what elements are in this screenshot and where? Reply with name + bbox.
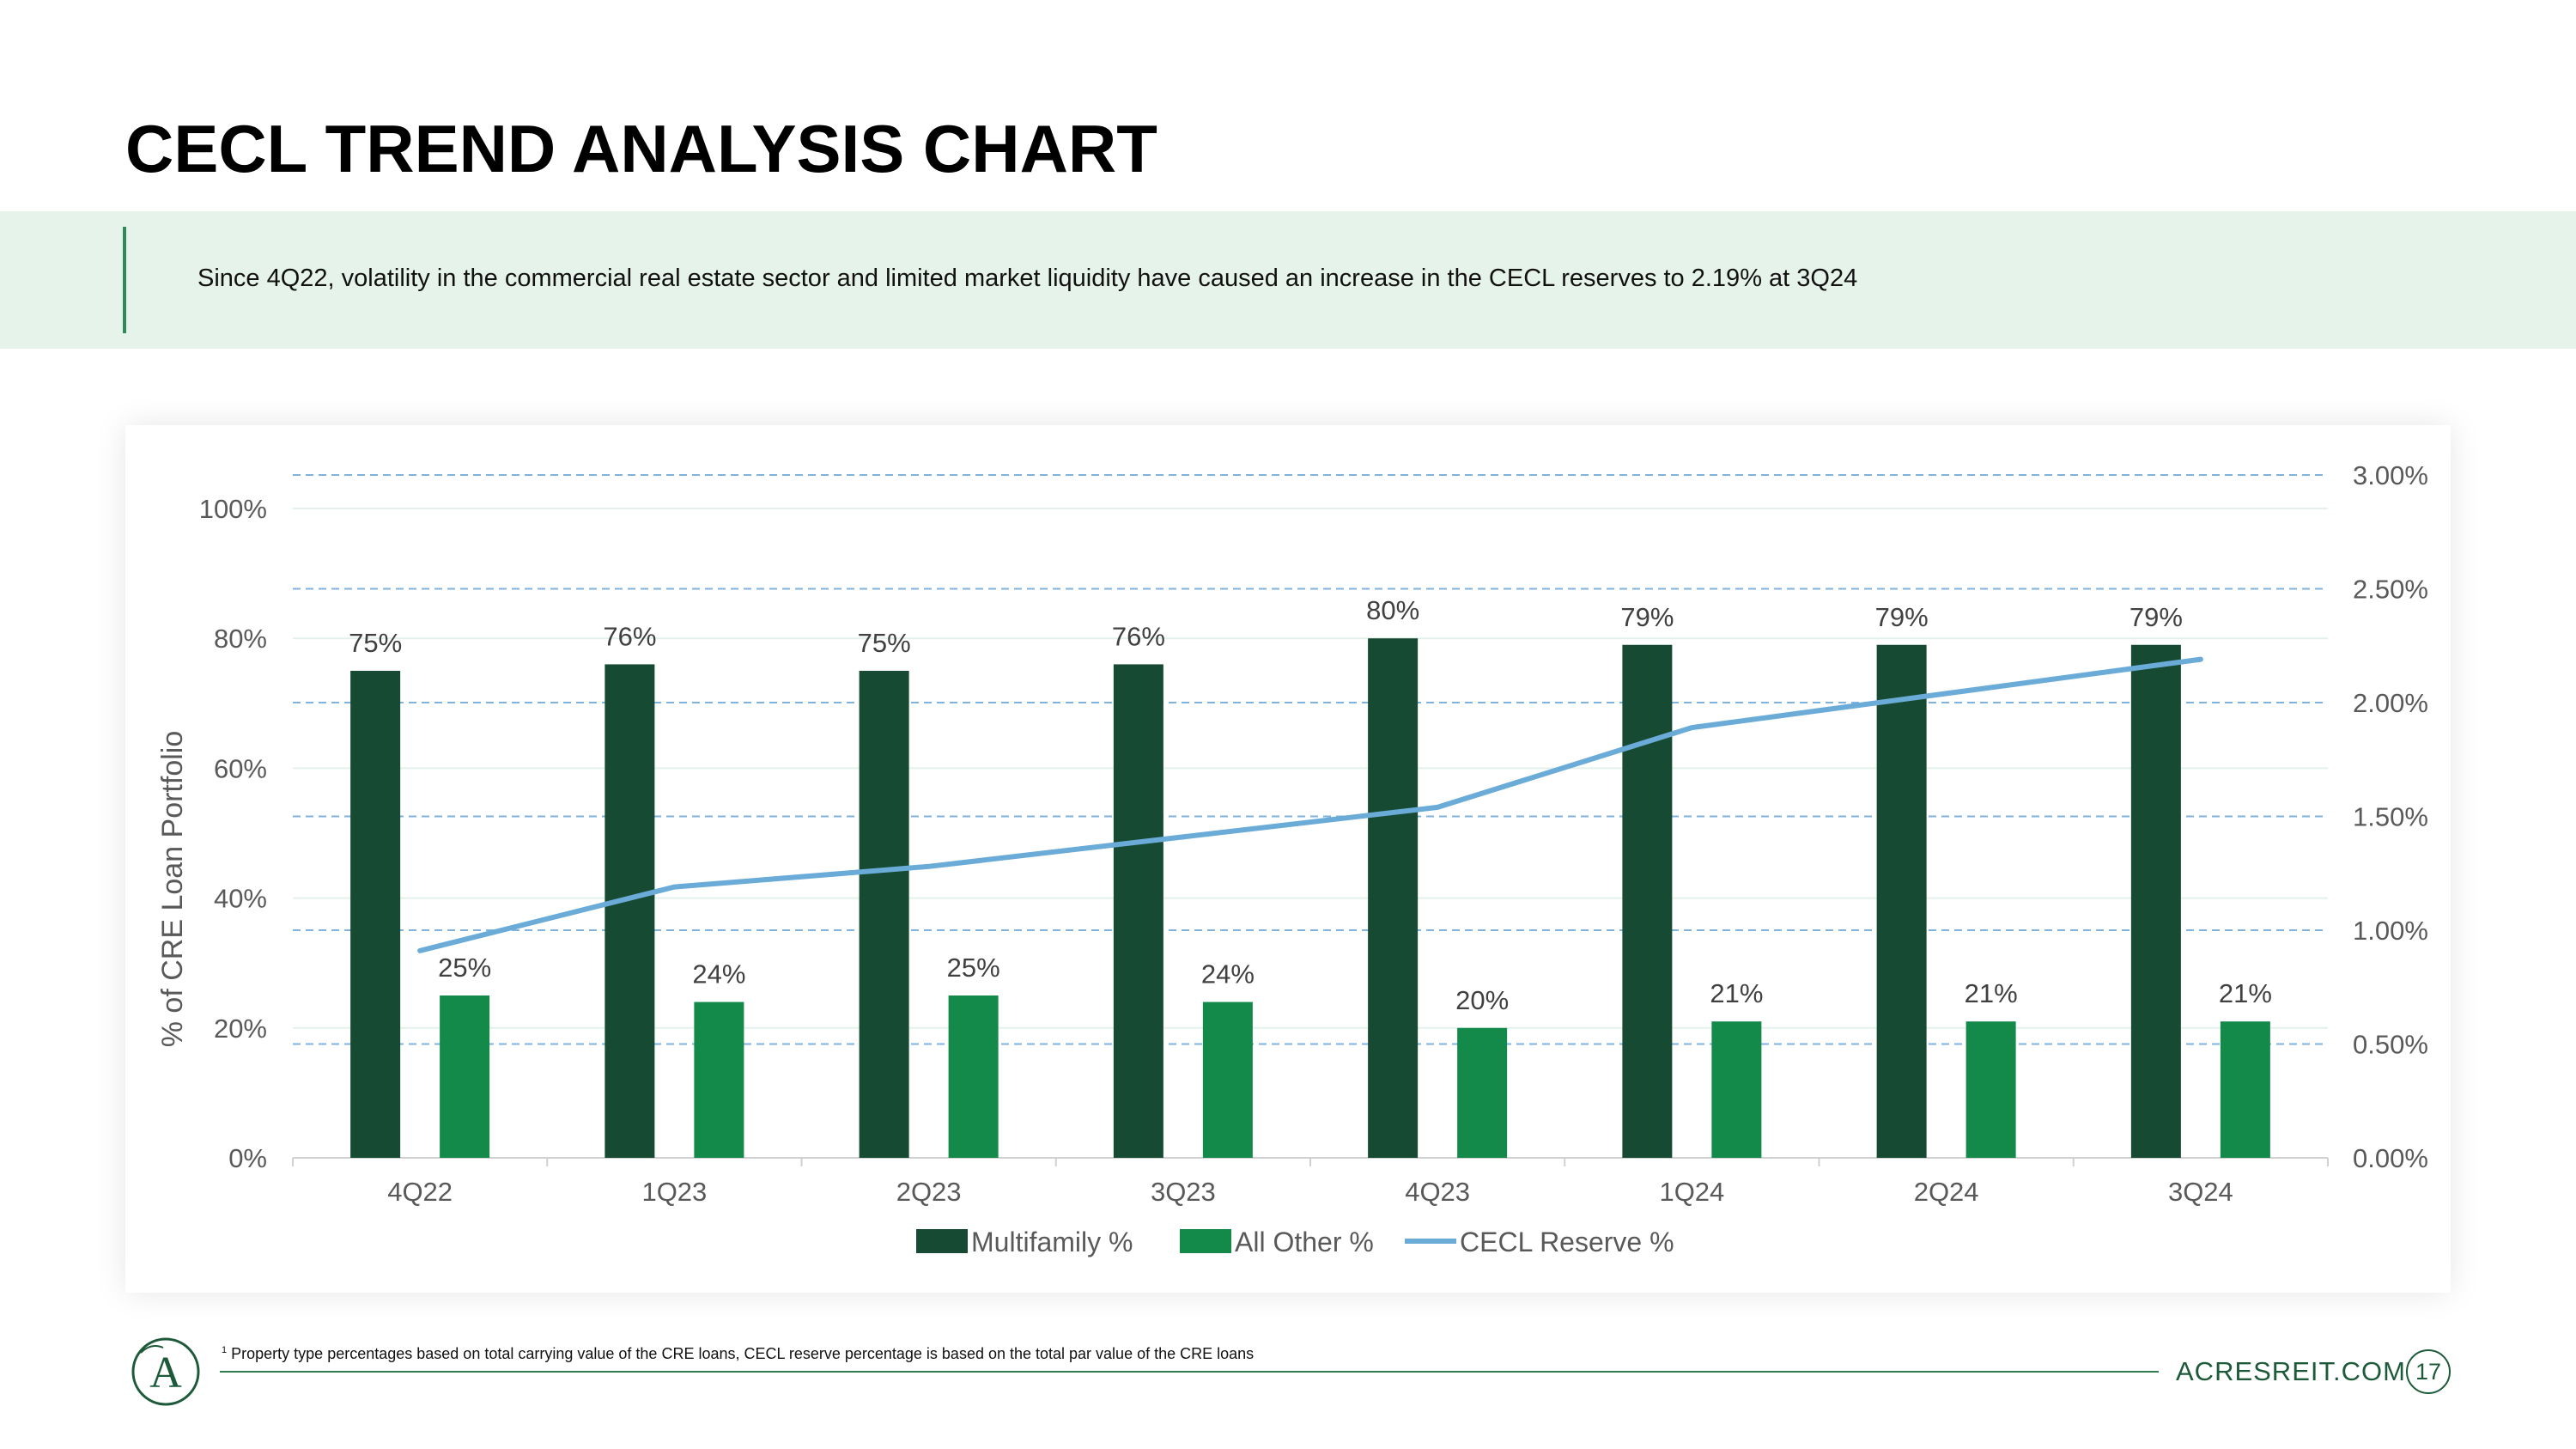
bar-all-other [948, 995, 999, 1158]
y-left-tick-label: 0% [228, 1143, 267, 1173]
bar-all-other [1711, 1021, 1762, 1158]
point-cecl-reserve [1690, 726, 1694, 730]
cecl-trend-chart: 0% 20% 40% 60% 80% 100% 0.00% 0.50% 1.00% 1.50% 2.… [156, 460, 2428, 1257]
bar-label-all-other: 20% [1455, 985, 1509, 1015]
callout-text: Since 4Q22, volatility in the commercial… [197, 265, 1858, 292]
legend-all-other-label: All Other % [1235, 1227, 1374, 1257]
x-tick-label: 1Q23 [641, 1177, 707, 1207]
y-right-tick-label: 1.50% [2353, 802, 2428, 832]
bar-multifamily [605, 664, 655, 1158]
bar-multifamily [1113, 664, 1163, 1158]
chart-card: 0% 20% 40% 60% 80% 100% 0.00% 0.50% 1.00% 1.50% 2.… [125, 425, 2451, 1293]
y-right-tick-label: 0.00% [2353, 1143, 2428, 1173]
footnote-marker: 1 [222, 1345, 228, 1355]
logo-letter: A [149, 1349, 182, 1397]
line-cecl-reserve [417, 656, 2203, 953]
bar-label-multifamily: 79% [1875, 602, 1929, 632]
x-tick-label: 4Q23 [1405, 1177, 1470, 1207]
bar-label-all-other: 25% [438, 953, 491, 983]
bar-label-multifamily: 79% [1620, 602, 1674, 632]
bar-label-all-other: 24% [692, 959, 745, 989]
x-tick-label: 2Q24 [1914, 1177, 1979, 1207]
y-right-tick-label: 0.50% [2353, 1030, 2428, 1060]
bar-multifamily [2130, 644, 2181, 1158]
acres-logo-icon: A [131, 1337, 200, 1406]
bar-label-multifamily: 76% [1112, 621, 1165, 651]
y-left-tick-label: 20% [214, 1014, 267, 1044]
bar-label-all-other: 21% [1965, 978, 2018, 1008]
footer-divider [220, 1371, 2159, 1373]
point-cecl-reserve [418, 948, 422, 953]
y-right-tick-label: 3.00% [2353, 460, 2428, 490]
bar-label-all-other: 21% [1710, 978, 1763, 1008]
y-left-tick-label: 60% [214, 753, 267, 783]
y-left-tick-label: 40% [214, 884, 267, 914]
point-cecl-reserve [1944, 691, 1948, 696]
point-cecl-reserve [1181, 835, 1185, 839]
bar-all-other [1965, 1021, 2016, 1158]
y-right-tick-label: 2.00% [2353, 688, 2428, 718]
bar-label-all-other: 24% [1201, 959, 1255, 989]
bar-multifamily [1876, 644, 1927, 1158]
callout-accent-bar [123, 227, 126, 333]
point-cecl-reserve [672, 885, 677, 889]
legend-cecl-reserve-label: CECL Reserve % [1460, 1227, 1674, 1257]
footnote-text: Property type percentages based on total… [231, 1345, 1255, 1362]
bar-multifamily [350, 671, 401, 1158]
page-title: CECL TREND ANALYSIS CHART [125, 111, 1157, 186]
bar-multifamily [859, 671, 909, 1158]
page-number: 17 [2406, 1349, 2451, 1394]
y-right-tick-label: 2.50% [2353, 575, 2428, 605]
x-tick-label: 1Q24 [1659, 1177, 1724, 1207]
bar-all-other [440, 995, 490, 1158]
bar-all-other [694, 1002, 744, 1158]
bar-label-all-other: 21% [2219, 978, 2272, 1008]
chart-legend: Multifamily % All Other % CECL Reserve % [916, 1227, 1674, 1257]
x-tick-label: 3Q24 [2168, 1177, 2233, 1207]
footnote: 1 Property type percentages based on tot… [222, 1345, 1254, 1363]
website-link[interactable]: ACRESREIT.COM [2176, 1356, 2406, 1386]
x-tick-label: 3Q23 [1151, 1177, 1216, 1207]
x-tick-label: 4Q22 [387, 1177, 453, 1207]
y-axis-title: % of CRE Loan Portfolio [156, 731, 189, 1048]
bar-all-other [1457, 1027, 1508, 1158]
legend-multifamily-swatch [916, 1229, 968, 1253]
callout-banner: Since 4Q22, volatility in the commercial… [0, 211, 2576, 349]
legend-multifamily-label: Multifamily % [971, 1227, 1133, 1257]
bar-multifamily [1622, 644, 1673, 1158]
y-left-tick-label: 80% [214, 624, 267, 654]
point-cecl-reserve [1436, 805, 1440, 809]
bar-label-multifamily: 76% [603, 621, 656, 651]
bar-label-multifamily: 80% [1366, 595, 1419, 625]
bar-all-other [1202, 1002, 1253, 1158]
y-right-tick-label: 1.00% [2353, 916, 2428, 946]
x-tick-label: 2Q23 [896, 1177, 962, 1207]
bar-label-multifamily: 75% [858, 628, 911, 658]
bar-label-multifamily: 75% [349, 628, 402, 658]
bar-multifamily [1368, 638, 1419, 1158]
bar-all-other [2220, 1021, 2270, 1158]
y-left-tick-label: 100% [199, 494, 267, 524]
bar-label-multifamily: 79% [2129, 602, 2183, 632]
legend-all-other-swatch [1180, 1229, 1231, 1253]
point-cecl-reserve [2198, 657, 2202, 661]
bar-label-all-other: 25% [947, 953, 1000, 983]
point-cecl-reserve [927, 864, 931, 868]
